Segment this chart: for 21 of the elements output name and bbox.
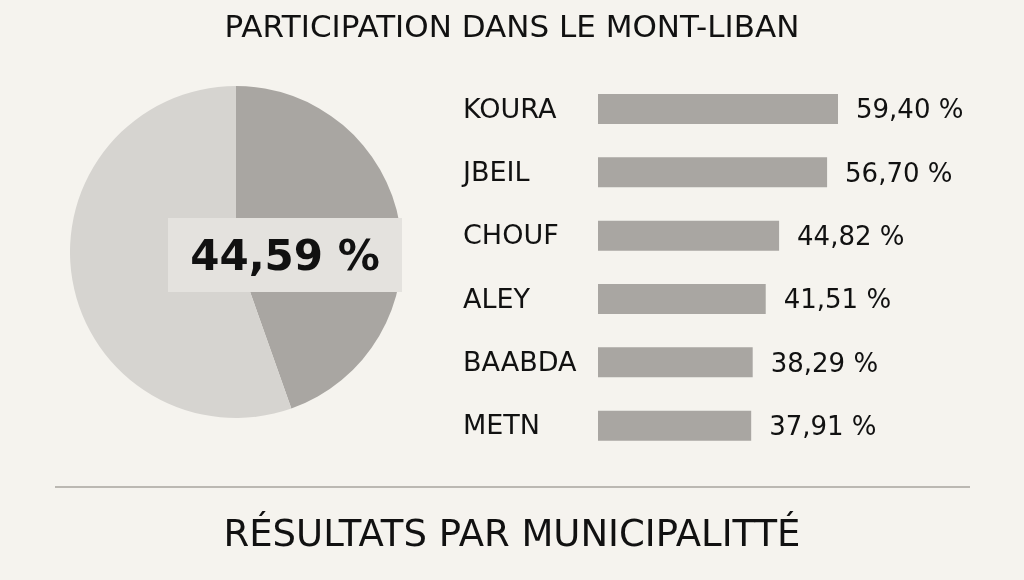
text: PARTICIPATION DANS LE MONT-LIBAN bbox=[223, 8, 801, 44]
y-tick-label: BAABDA bbox=[463, 346, 578, 377]
data-label: 44,82 % bbox=[797, 220, 905, 251]
bar bbox=[598, 157, 828, 188]
bar bbox=[598, 410, 752, 441]
y-tick-label: JBEIL bbox=[461, 156, 530, 187]
bar bbox=[598, 347, 753, 378]
data-label: 44,59 % bbox=[168, 218, 402, 292]
bar bbox=[598, 94, 838, 124]
y-tick-label: KOURA bbox=[463, 92, 557, 124]
data-label: 56,70 % bbox=[845, 157, 953, 188]
data-label: 37,91 % bbox=[769, 410, 877, 441]
bar bbox=[598, 220, 780, 251]
data-label: 41,51 % bbox=[783, 284, 892, 315]
y-tick-label: METN bbox=[463, 409, 541, 441]
data-label: 59,40 % bbox=[856, 94, 964, 125]
y-tick-label: CHOUF bbox=[463, 219, 559, 251]
y-tick-label: ALEY bbox=[463, 282, 531, 314]
bar bbox=[598, 284, 766, 314]
text: RÉSULTATS PAR MUNICIPALITTÉ bbox=[222, 512, 802, 555]
data-label: 38,29 % bbox=[770, 347, 879, 378]
